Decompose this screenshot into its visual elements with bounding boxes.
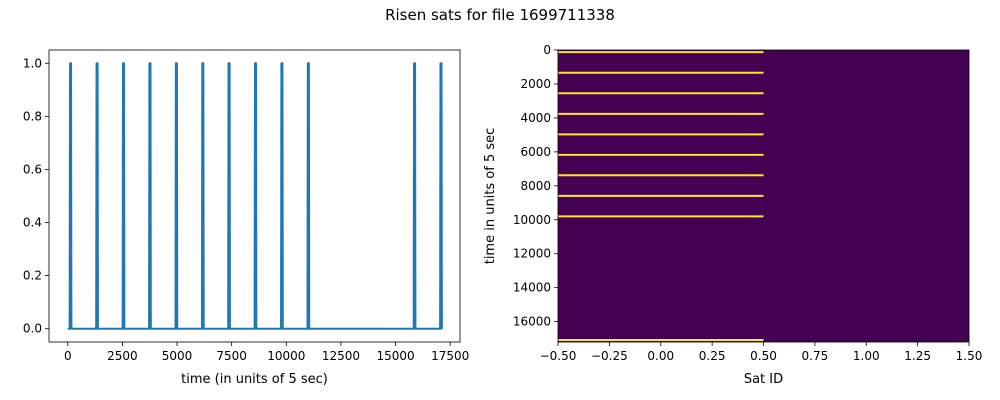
heatmap-y-tick-label: 6000 [520, 145, 551, 159]
heatmap-x-tick-label: 0.50 [750, 349, 777, 363]
heatmap-y-tick-label: 16000 [513, 315, 551, 329]
heatmap-marks [558, 51, 764, 341]
heatmap-y-ticks: 0 2000 4000 6000 8000 10000 12000 14000 16000 [513, 43, 558, 329]
line-x-tick-label: 0 [64, 349, 72, 363]
heatmap-x-tick-label: −0.25 [591, 349, 628, 363]
line-chart: 0 2500 5000 7500 10000 12500 15000 17500 0.0 0.2… [23, 49, 469, 387]
line-x-tick-label: 2500 [107, 349, 138, 363]
figure-suptitle: Risen sats for file 1699711338 [385, 6, 615, 24]
heatmap-y-tick-label: 0 [543, 43, 551, 57]
line-series [67, 62, 443, 330]
heatmap-y-tick-label: 12000 [513, 247, 551, 261]
heatmap-x-tick-label: 1.50 [956, 349, 983, 363]
line-x-tick-label: 17500 [431, 349, 469, 363]
heatmap-x-tick-label: 1.25 [904, 349, 931, 363]
heatmap-x-axis-label: Sat ID [744, 372, 783, 387]
heatmap-x-tick-label: 0.25 [699, 349, 726, 363]
heatmap-y-axis-label: time in units of 5 sec [483, 128, 498, 265]
line-x-tick-label: 7500 [216, 349, 247, 363]
line-y-tick-label: 0.2 [23, 269, 42, 283]
heatmap-x-tick-label: 1.00 [853, 349, 880, 363]
line-x-tick-label: 10000 [267, 349, 305, 363]
heatmap-x-ticks: −0.50 −0.25 0.00 0.25 0.50 0.75 1.00 1.25 1.50 [540, 342, 983, 363]
heatmap-x-tick-label: −0.50 [540, 349, 577, 363]
heatmap-x-tick-label: 0.00 [647, 349, 674, 363]
heatmap-y-tick-label: 2000 [520, 77, 551, 91]
heatmap-chart: −0.50 −0.25 0.00 0.25 0.50 0.75 1.00 1.25 1.50 0… [483, 43, 982, 387]
line-y-tick-label: 0.8 [23, 109, 42, 123]
heatmap-y-tick-label: 4000 [520, 111, 551, 125]
line-x-tick-label: 12500 [322, 349, 360, 363]
line-chart-y-ticks: 0.0 0.2 0.4 0.6 0.8 1.0 [23, 56, 49, 336]
line-chart-frame [48, 49, 461, 343]
line-x-tick-label: 15000 [376, 349, 414, 363]
line-x-tick-label: 5000 [162, 349, 193, 363]
line-y-tick-label: 0.6 [23, 162, 42, 176]
line-chart-marks [67, 62, 443, 330]
line-y-tick-label: 1.0 [23, 56, 42, 70]
line-y-tick-label: 0.4 [23, 216, 42, 230]
heatmap-x-tick-label: 0.75 [802, 349, 829, 363]
heatmap-y-tick-label: 8000 [520, 179, 551, 193]
line-y-tick-label: 0.0 [23, 322, 42, 336]
line-chart-x-ticks: 0 2500 5000 7500 10000 12500 15000 17500 [64, 342, 469, 363]
line-chart-x-axis-label: time (in units of 5 sec) [181, 372, 328, 387]
heatmap-y-tick-label: 14000 [513, 281, 551, 295]
heatmap-y-tick-label: 10000 [513, 213, 551, 227]
